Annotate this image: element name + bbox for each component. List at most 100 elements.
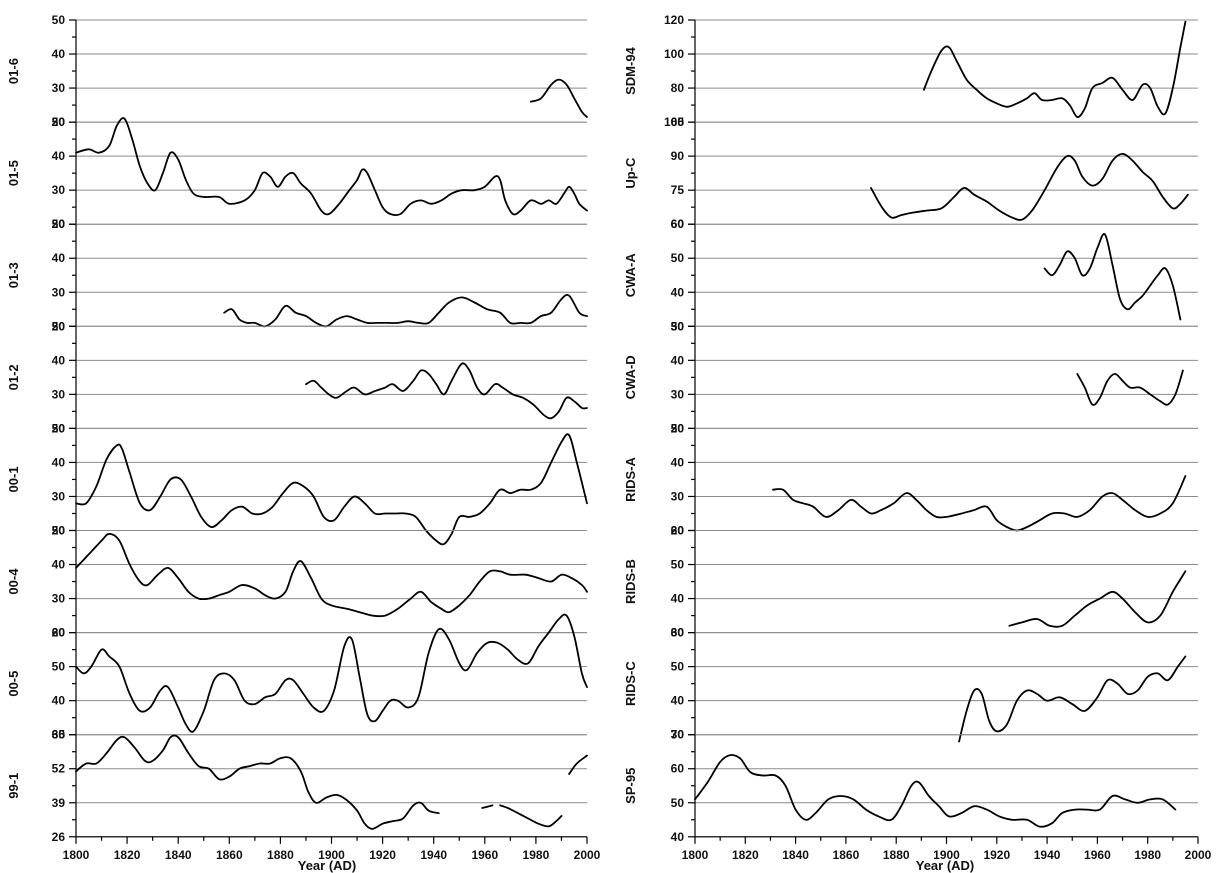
x-axis-title-right: Year (AD) [916, 858, 975, 873]
y-tick-label: 40 [52, 558, 66, 572]
panel-label: 00-5 [6, 671, 21, 697]
y-tick-label: 20 [671, 421, 685, 435]
x-axis-title-left: Year (AD) [298, 858, 357, 873]
panel-label: SDM-94 [623, 46, 638, 94]
y-tick-label: 30 [52, 387, 66, 401]
y-tick-label: 26 [52, 830, 66, 844]
y-tick-label: 50 [671, 251, 685, 265]
panel-01-5: 20 30 40 50 01-5 [6, 115, 588, 231]
x-tick-label: 1940 [420, 848, 447, 862]
series-line [529, 78, 588, 118]
panel-label: SP-95 [623, 768, 638, 804]
x-tick-label: 1860 [216, 848, 243, 862]
panel-sp-95: 40 50 60 70 SP-95 [623, 728, 1198, 844]
series-line [694, 754, 1177, 828]
x-tick-label: 1800 [63, 848, 90, 862]
x-tick-label: 1960 [1084, 848, 1111, 862]
y-tick-label: 60 [671, 217, 685, 231]
y-tick-label: 30 [52, 728, 66, 742]
y-tick-label: 20 [52, 115, 66, 129]
y-tick-label: 50 [52, 115, 66, 129]
panel-label: 01-3 [6, 262, 21, 288]
y-tick-label: 20 [52, 421, 66, 435]
y-tick-label: 40 [52, 353, 66, 367]
y-tick-label: 40 [671, 285, 685, 299]
x-tick-label: 1980 [523, 848, 550, 862]
panel-rids-b: 30 40 50 60 RIDS-B [623, 524, 1198, 640]
y-tick-label: 50 [52, 421, 66, 435]
y-tick-label: 60 [671, 217, 685, 231]
y-tick-label: 30 [52, 81, 66, 95]
y-tick-label: 30 [52, 183, 66, 197]
y-tick-label: 80 [671, 81, 685, 95]
x-tick-label: 1920 [369, 848, 396, 862]
series-line [75, 117, 588, 216]
y-tick-label: 30 [671, 319, 685, 333]
panel-rids-c: 30 40 50 60 RIDS-C [623, 626, 1198, 743]
y-tick-label: 20 [52, 626, 66, 640]
y-tick-label: 40 [671, 455, 685, 469]
y-tick-label: 20 [52, 217, 66, 231]
panel-up-c: 60 75 90 105 Up-C [623, 115, 1198, 231]
panel-01-3: 20 30 40 50 01-3 [6, 217, 588, 333]
y-tick-label: 70 [671, 728, 685, 742]
y-tick-label: 30 [671, 387, 685, 401]
series-line [870, 153, 1189, 221]
y-tick-label: 20 [671, 524, 685, 538]
panel-label: 01-6 [6, 58, 21, 84]
y-tick-label: 20 [52, 524, 66, 538]
y-tick-label: 50 [52, 660, 66, 674]
y-tick-label: 39 [52, 796, 66, 810]
x-tick-label: 1920 [983, 848, 1010, 862]
y-tick-label: 120 [664, 13, 684, 27]
panel-label: CWA-D [623, 355, 638, 399]
series-line [1076, 369, 1184, 406]
x-tick-label: 2000 [1185, 848, 1212, 862]
panel-cwa-d: 20 30 40 50 CWA-D [623, 319, 1198, 435]
x-tick-label: 1960 [471, 848, 498, 862]
panel-label: RIDS-C [623, 661, 638, 706]
x-tick-label: 2000 [574, 848, 601, 862]
y-tick-label: 50 [52, 524, 66, 538]
y-tick-label: 60 [671, 626, 685, 640]
y-tick-label: 40 [671, 353, 685, 367]
panel-label: 00-1 [6, 466, 21, 492]
x-tick-label: 1880 [883, 848, 910, 862]
y-tick-label: 20 [52, 319, 66, 333]
y-tick-label: 40 [52, 455, 66, 469]
y-tick-label: 30 [671, 728, 685, 742]
x-tick-label: 1900 [318, 848, 345, 862]
series-line [75, 433, 588, 546]
x-tick-label: 1820 [732, 848, 759, 862]
panel-00-5: 30 40 50 60 00-5 [6, 613, 588, 742]
panel-rids-a: 20 30 40 50 RIDS-A [623, 421, 1198, 538]
panel-label: 01-2 [6, 364, 21, 390]
series-line [1043, 233, 1182, 321]
x-tick-label: 1840 [165, 848, 192, 862]
x-tick-label: 1800 [682, 848, 709, 862]
panel-01-2: 20 30 40 50 01-2 [6, 319, 588, 435]
panel-99-1: 26 39 52 65 99-1 [6, 728, 588, 844]
y-tick-label: 30 [52, 592, 66, 606]
series-line [923, 20, 1187, 118]
series-line [772, 475, 1187, 532]
y-tick-label: 40 [52, 694, 66, 708]
series-line [568, 754, 588, 775]
y-tick-label: 100 [664, 47, 684, 61]
panel-00-1: 20 30 40 50 00-1 [6, 421, 588, 546]
panel-label: CWA-A [623, 253, 638, 298]
y-tick-label: 50 [52, 217, 66, 231]
y-tick-label: 52 [52, 762, 66, 776]
panel-00-4: 20 30 40 50 00-4 [6, 524, 588, 640]
panels-group: 2030405001-62030405001-52030405001-32030… [6, 13, 1212, 862]
y-tick-label: 30 [671, 489, 685, 503]
x-tick-label: 1820 [114, 848, 141, 862]
series-line [75, 533, 588, 618]
panel-cwa-a: 30 40 50 60 CWA-A [623, 217, 1198, 333]
y-tick-label: 30 [671, 626, 685, 640]
series-line [958, 655, 1187, 743]
panel-label: Up-C [623, 157, 638, 189]
y-tick-label: 75 [671, 183, 685, 197]
x-tick-label: 1880 [267, 848, 294, 862]
